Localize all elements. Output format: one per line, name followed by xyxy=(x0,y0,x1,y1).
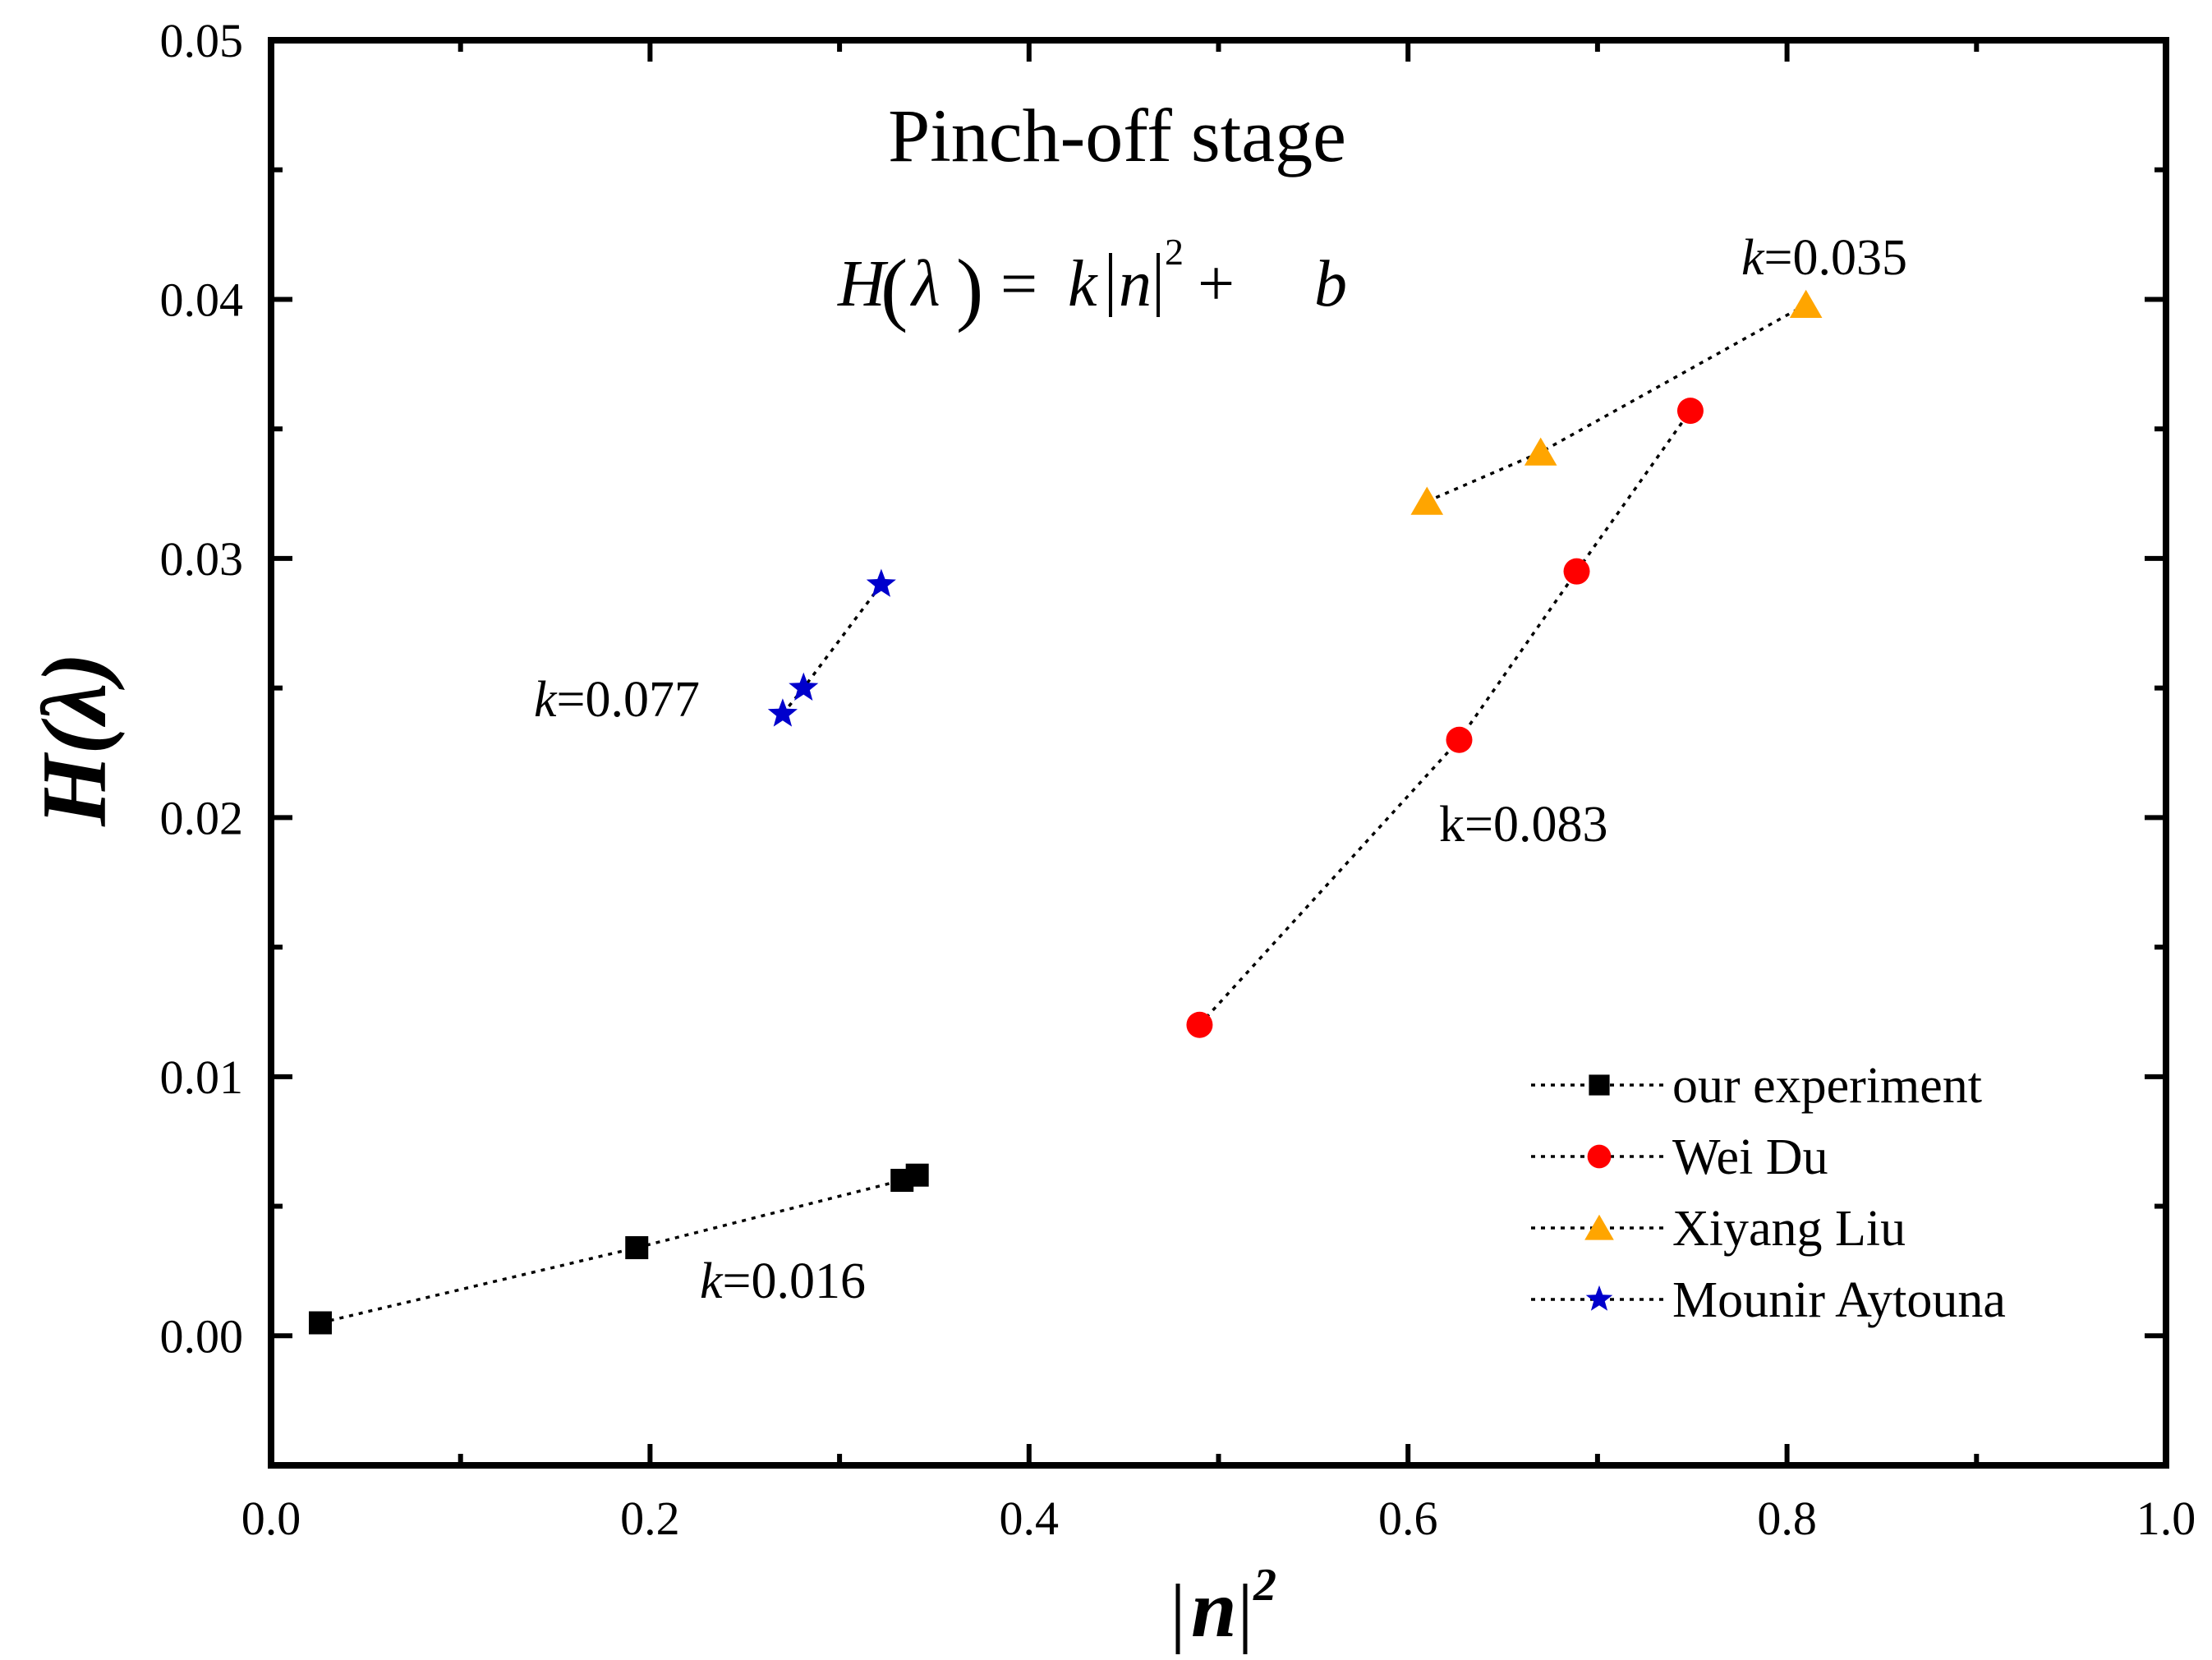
y-axis-title: H(λ) xyxy=(24,652,126,826)
data-point xyxy=(1563,558,1590,585)
annotation-k-xiyang-k: k xyxy=(1741,230,1765,286)
data-point xyxy=(1676,398,1704,425)
x-tick-label: 0.0 xyxy=(241,1492,301,1545)
formula-open-paren: ( xyxy=(881,242,908,333)
legend-label: Wei Du xyxy=(1672,1129,1828,1185)
legend-marker xyxy=(1584,1214,1614,1240)
y-axis-title-text: H(λ) xyxy=(24,652,126,826)
x-axis-title: n 2 xyxy=(1175,1560,1276,1654)
x-tick-label: 0.4 xyxy=(1000,1492,1060,1545)
series-wei-du xyxy=(1186,398,1704,1038)
data-point xyxy=(1446,726,1473,753)
formula-close-paren: ) xyxy=(956,242,983,333)
legend-label: our experiment xyxy=(1672,1058,1982,1114)
legend-marker xyxy=(1585,1285,1613,1311)
x-tick-label: 1.0 xyxy=(2136,1492,2196,1545)
legend-item: Mounir Aytouna xyxy=(1531,1272,2006,1328)
y-axis-title-lambda: λ xyxy=(24,683,126,728)
y-axis-title-h: H xyxy=(24,752,126,827)
legend-item: Wei Du xyxy=(1531,1129,1828,1185)
formula-h: H xyxy=(837,248,889,320)
axis-tick-labels: 0.0 0.2 0.4 0.6 0.8 1.0 0.00 0.01 0.02 0.03 0.04 0.… xyxy=(160,14,2196,1545)
data-point xyxy=(625,1236,649,1260)
series-our-experiment xyxy=(308,1163,929,1335)
annotation-k-ours-k: k xyxy=(700,1253,724,1309)
formula-b: b xyxy=(1314,248,1347,320)
chart-title: Pinch-off stage xyxy=(888,94,1346,177)
x-tick-label: 0.6 xyxy=(1378,1492,1438,1545)
formula-equals: = xyxy=(1000,248,1037,320)
annotation-k-ours: k=0.016 xyxy=(700,1253,866,1309)
annotation-k-weidu: k=0.083 xyxy=(1439,797,1607,853)
formula: H ( λ ) = k n 2 + b xyxy=(837,231,1347,333)
data-point xyxy=(1410,486,1444,515)
annotation-k-weidu-value: =0.083 xyxy=(1465,797,1607,853)
data-point xyxy=(1524,437,1557,466)
data-point xyxy=(1789,289,1823,318)
y-tick-label: 0.05 xyxy=(160,14,244,67)
annotation-k-xiyang-value: =0.035 xyxy=(1764,230,1907,286)
y-tick-label: 0.03 xyxy=(160,532,244,586)
annotation-k-ours-value: =0.016 xyxy=(723,1253,866,1309)
formula-plus: + xyxy=(1198,248,1235,320)
formula-exponent: 2 xyxy=(1165,231,1184,273)
legend-marker xyxy=(1587,1144,1612,1169)
annotation-k-xiyang: k=0.035 xyxy=(1741,230,1907,286)
legend-item: Xiyang Liu xyxy=(1531,1201,1906,1257)
annotation-k-mounir: k=0.077 xyxy=(534,672,700,728)
annotation-k-weidu-k: k xyxy=(1439,797,1465,853)
legend: our experiment Wei Du Xiyang Liu Mounir Ayt… xyxy=(1531,1058,2006,1328)
legend-label: Xiyang Liu xyxy=(1672,1201,1906,1257)
formula-k: k xyxy=(1068,248,1098,320)
series-xiyang-liu xyxy=(1410,289,1823,515)
series-layer xyxy=(308,289,1823,1335)
legend-label: Mounir Aytouna xyxy=(1672,1272,2006,1328)
data-point xyxy=(1186,1011,1213,1038)
x-axis-title-n: n xyxy=(1191,1563,1237,1654)
y-tick-label: 0.02 xyxy=(160,791,244,844)
data-point xyxy=(308,1311,332,1335)
x-tick-label: 0.2 xyxy=(620,1492,680,1545)
plot-frame xyxy=(268,37,2169,1469)
formula-n: n xyxy=(1119,248,1152,320)
y-tick-label: 0.04 xyxy=(160,273,244,326)
series-line xyxy=(1426,303,1807,504)
annotation-k-mounir-value: =0.077 xyxy=(557,672,700,728)
data-point xyxy=(767,698,798,727)
series-mounir-aytouna xyxy=(767,568,896,727)
data-point xyxy=(789,672,819,701)
y-tick-label: 0.01 xyxy=(160,1051,244,1104)
data-point xyxy=(905,1163,929,1187)
data-point xyxy=(866,568,896,597)
y-tick-label: 0.00 xyxy=(160,1309,244,1363)
x-axis-title-exponent: 2 xyxy=(1253,1560,1276,1611)
x-tick-label: 0.8 xyxy=(1757,1492,1817,1545)
formula-lambda: λ xyxy=(910,248,940,320)
annotation-k-mounir-k: k xyxy=(534,672,558,728)
legend-item: our experiment xyxy=(1531,1058,1982,1114)
legend-marker xyxy=(1589,1074,1610,1096)
